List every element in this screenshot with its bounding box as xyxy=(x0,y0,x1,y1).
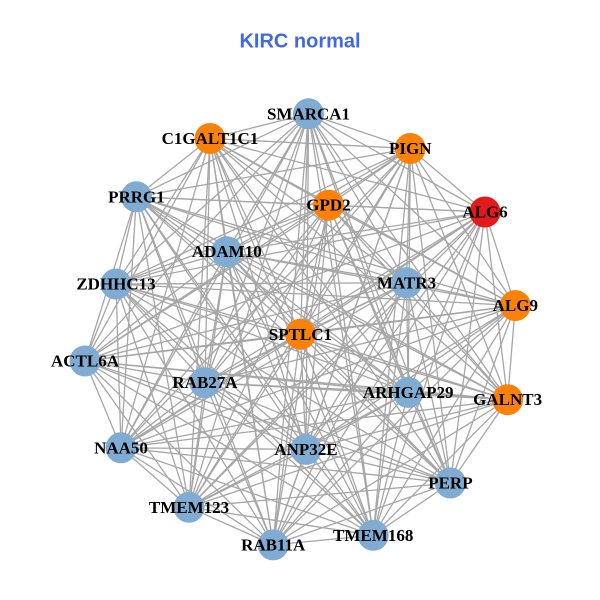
svg-text:ZDHHC13: ZDHHC13 xyxy=(76,275,155,294)
svg-text:MATR3: MATR3 xyxy=(377,273,436,292)
svg-text:PRRG1: PRRG1 xyxy=(108,187,165,206)
svg-text:ALG6: ALG6 xyxy=(462,203,507,222)
svg-text:ACTL6A: ACTL6A xyxy=(51,352,120,371)
svg-text:PIGN: PIGN xyxy=(389,139,432,158)
svg-text:NAA50: NAA50 xyxy=(94,438,148,457)
svg-text:TMEM168: TMEM168 xyxy=(333,526,413,545)
svg-text:ALG9: ALG9 xyxy=(493,296,538,315)
svg-text:RAB27A: RAB27A xyxy=(172,373,238,392)
svg-text:TMEM123: TMEM123 xyxy=(149,498,229,517)
svg-text:GALNT3: GALNT3 xyxy=(473,390,542,409)
svg-text:SPTLC1: SPTLC1 xyxy=(269,325,332,344)
svg-text:PERP: PERP xyxy=(428,474,472,493)
svg-text:KIRC normal: KIRC normal xyxy=(239,31,360,53)
svg-text:C1GALT1C1: C1GALT1C1 xyxy=(162,129,259,148)
svg-text:ANP32E: ANP32E xyxy=(274,440,337,459)
svg-text:RAB11A: RAB11A xyxy=(241,535,306,554)
svg-text:ADAM10: ADAM10 xyxy=(192,242,262,261)
svg-text:GPD2: GPD2 xyxy=(306,196,350,215)
svg-text:SMARCA1: SMARCA1 xyxy=(267,104,350,123)
svg-text:ARHGAP29: ARHGAP29 xyxy=(363,383,454,402)
